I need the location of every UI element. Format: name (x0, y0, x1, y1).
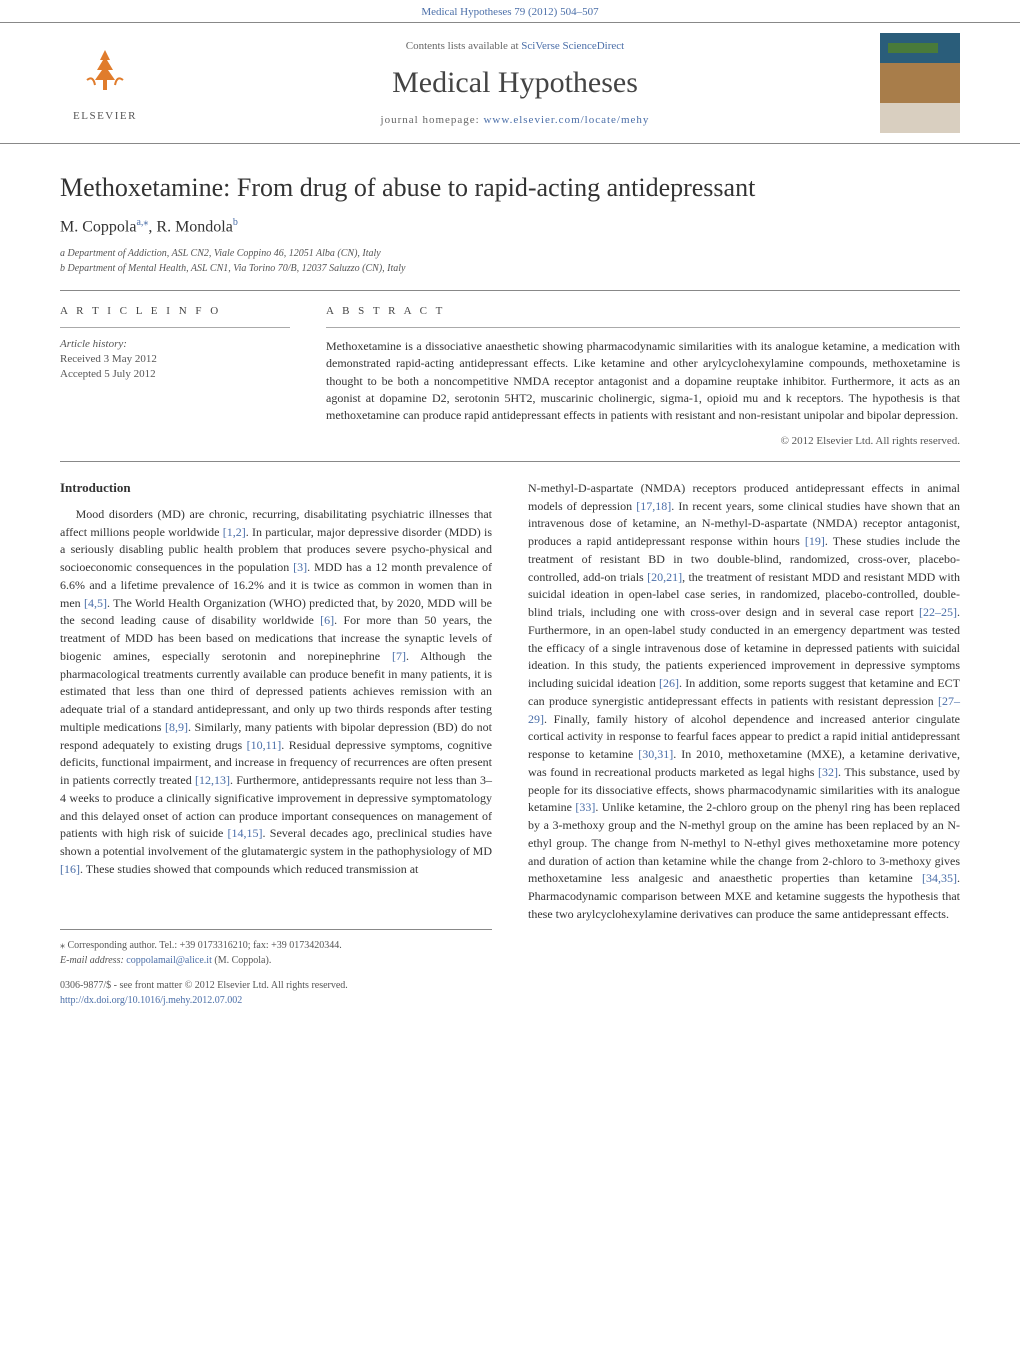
issn-line: 0306-9877/$ - see front matter © 2012 El… (60, 978, 492, 993)
received-line: Received 3 May 2012 (60, 352, 290, 367)
email-line: E-mail address: coppolamail@alice.it (M.… (60, 953, 492, 968)
article-title: Methoxetamine: From drug of abuse to rap… (60, 172, 960, 205)
corresponding-line: ⁎ Corresponding author. Tel.: +39 017331… (60, 938, 492, 953)
body-two-column: Introduction Mood disorders (MD) are chr… (60, 480, 960, 1008)
header-citation: Medical Hypotheses 79 (2012) 504–507 (0, 0, 1020, 23)
article-info-column: A R T I C L E I N F O Article history: R… (60, 305, 290, 447)
email-suffix: (M. Coppola). (214, 955, 271, 966)
footer-bottom: 0306-9877/$ - see front matter © 2012 El… (60, 978, 492, 1008)
elsevier-logo: ELSEVIER (60, 38, 150, 128)
sciencedirect-link[interactable]: SciVerse ScienceDirect (521, 40, 624, 52)
doi-link[interactable]: http://dx.doi.org/10.1016/j.mehy.2012.07… (60, 995, 242, 1006)
abstract-column: A B S T R A C T Methoxetamine is a disso… (326, 305, 960, 447)
contents-prefix: Contents lists available at (406, 40, 521, 52)
citation-link[interactable]: Medical Hypotheses 79 (2012) 504–507 (421, 6, 598, 18)
body-paragraph-left: Mood disorders (MD) are chronic, recurri… (60, 506, 492, 879)
homepage-line: journal homepage: www.elsevier.com/locat… (170, 114, 860, 126)
author-2-sup: b (233, 217, 238, 228)
author-1-sup: a,⁎ (136, 217, 148, 228)
right-column: N-methyl-D-aspartate (NMDA) receptors pr… (528, 480, 960, 1008)
authors: M. Coppolaa,⁎, R. Mondolab (60, 217, 960, 236)
elsevier-label: ELSEVIER (73, 110, 137, 122)
journal-name: Medical Hypotheses (170, 66, 860, 100)
abstract-copyright: © 2012 Elsevier Ltd. All rights reserved… (326, 435, 960, 447)
info-divider (60, 327, 290, 328)
abstract-divider (326, 327, 960, 328)
abstract-text: Methoxetamine is a dissociative anaesthe… (326, 338, 960, 425)
cover-strip (888, 43, 938, 53)
affiliations: a Department of Addiction, ASL CN2, Vial… (60, 246, 960, 276)
abstract-heading: A B S T R A C T (326, 305, 960, 317)
affiliation-a: a Department of Addiction, ASL CN2, Vial… (60, 246, 960, 261)
author-2: R. Mondola (156, 218, 232, 235)
introduction-heading: Introduction (60, 480, 492, 496)
affiliation-b: b Department of Mental Health, ASL CN1, … (60, 261, 960, 276)
homepage-prefix: journal homepage: (381, 114, 484, 126)
email-label: E-mail address: (60, 955, 124, 966)
info-abstract-row: A R T I C L E I N F O Article history: R… (60, 290, 960, 462)
article-info-heading: A R T I C L E I N F O (60, 305, 290, 317)
masthead-center: Contents lists available at SciVerse Sci… (150, 40, 880, 126)
article-history-label: Article history: (60, 338, 290, 350)
email-link[interactable]: coppolamail@alice.it (126, 955, 212, 966)
elsevier-tree-icon (75, 45, 135, 108)
corresponding-author-note: ⁎ Corresponding author. Tel.: +39 017331… (60, 929, 492, 968)
accepted-line: Accepted 5 July 2012 (60, 367, 290, 382)
contents-line: Contents lists available at SciVerse Sci… (170, 40, 860, 52)
masthead: ELSEVIER Contents lists available at Sci… (0, 23, 1020, 144)
author-1: M. Coppola (60, 218, 136, 235)
journal-cover-thumbnail (880, 33, 960, 133)
homepage-link[interactable]: www.elsevier.com/locate/mehy (483, 114, 649, 126)
body-paragraph-right: N-methyl-D-aspartate (NMDA) receptors pr… (528, 480, 960, 924)
article-body: Methoxetamine: From drug of abuse to rap… (0, 144, 1020, 1028)
left-column: Introduction Mood disorders (MD) are chr… (60, 480, 492, 1008)
